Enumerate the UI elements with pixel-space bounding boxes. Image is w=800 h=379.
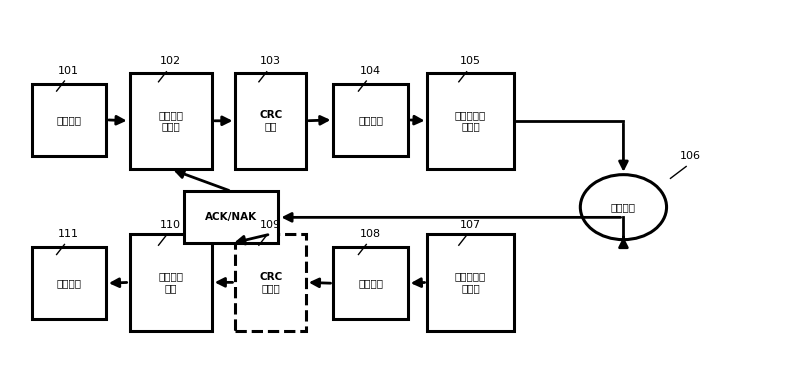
Text: 102: 102 xyxy=(160,56,181,66)
Text: 104: 104 xyxy=(360,66,381,76)
Bar xyxy=(334,247,408,319)
Text: 107: 107 xyxy=(460,220,481,230)
Bar xyxy=(427,234,514,330)
Text: ACK/NAK: ACK/NAK xyxy=(206,212,258,222)
Text: 109: 109 xyxy=(260,220,282,230)
Bar xyxy=(427,72,514,169)
Text: 编码信道: 编码信道 xyxy=(611,202,636,212)
Text: 103: 103 xyxy=(260,56,281,66)
Text: 110: 110 xyxy=(160,220,181,230)
Text: CRC
误码器: CRC 误码器 xyxy=(259,272,282,293)
Ellipse shape xyxy=(580,175,666,240)
Text: 信源编码: 信源编码 xyxy=(56,115,82,125)
Text: 105: 105 xyxy=(460,56,481,66)
Text: 恢复分组
排序: 恢复分组 排序 xyxy=(158,272,183,293)
Text: 自适应信道
率匹配: 自适应信道 率匹配 xyxy=(455,110,486,132)
Bar xyxy=(235,234,306,330)
Text: 信源译码: 信源译码 xyxy=(56,278,82,288)
Text: 106: 106 xyxy=(679,151,701,161)
Text: 自适应分
组排序: 自适应分 组排序 xyxy=(158,110,183,132)
Text: CRC
编码: CRC 编码 xyxy=(259,110,282,132)
Text: 信道误码: 信道误码 xyxy=(358,278,383,288)
Text: 111: 111 xyxy=(58,229,79,239)
Bar xyxy=(184,191,278,243)
Bar xyxy=(31,84,106,156)
Text: 自适应信道
率匹配: 自适应信道 率匹配 xyxy=(455,272,486,293)
Bar xyxy=(130,72,212,169)
Bar xyxy=(334,84,408,156)
Bar xyxy=(130,234,212,330)
Text: 108: 108 xyxy=(360,229,381,239)
Text: 101: 101 xyxy=(58,66,79,76)
Bar xyxy=(31,247,106,319)
Bar xyxy=(235,72,306,169)
Text: 信道编码: 信道编码 xyxy=(358,115,383,125)
